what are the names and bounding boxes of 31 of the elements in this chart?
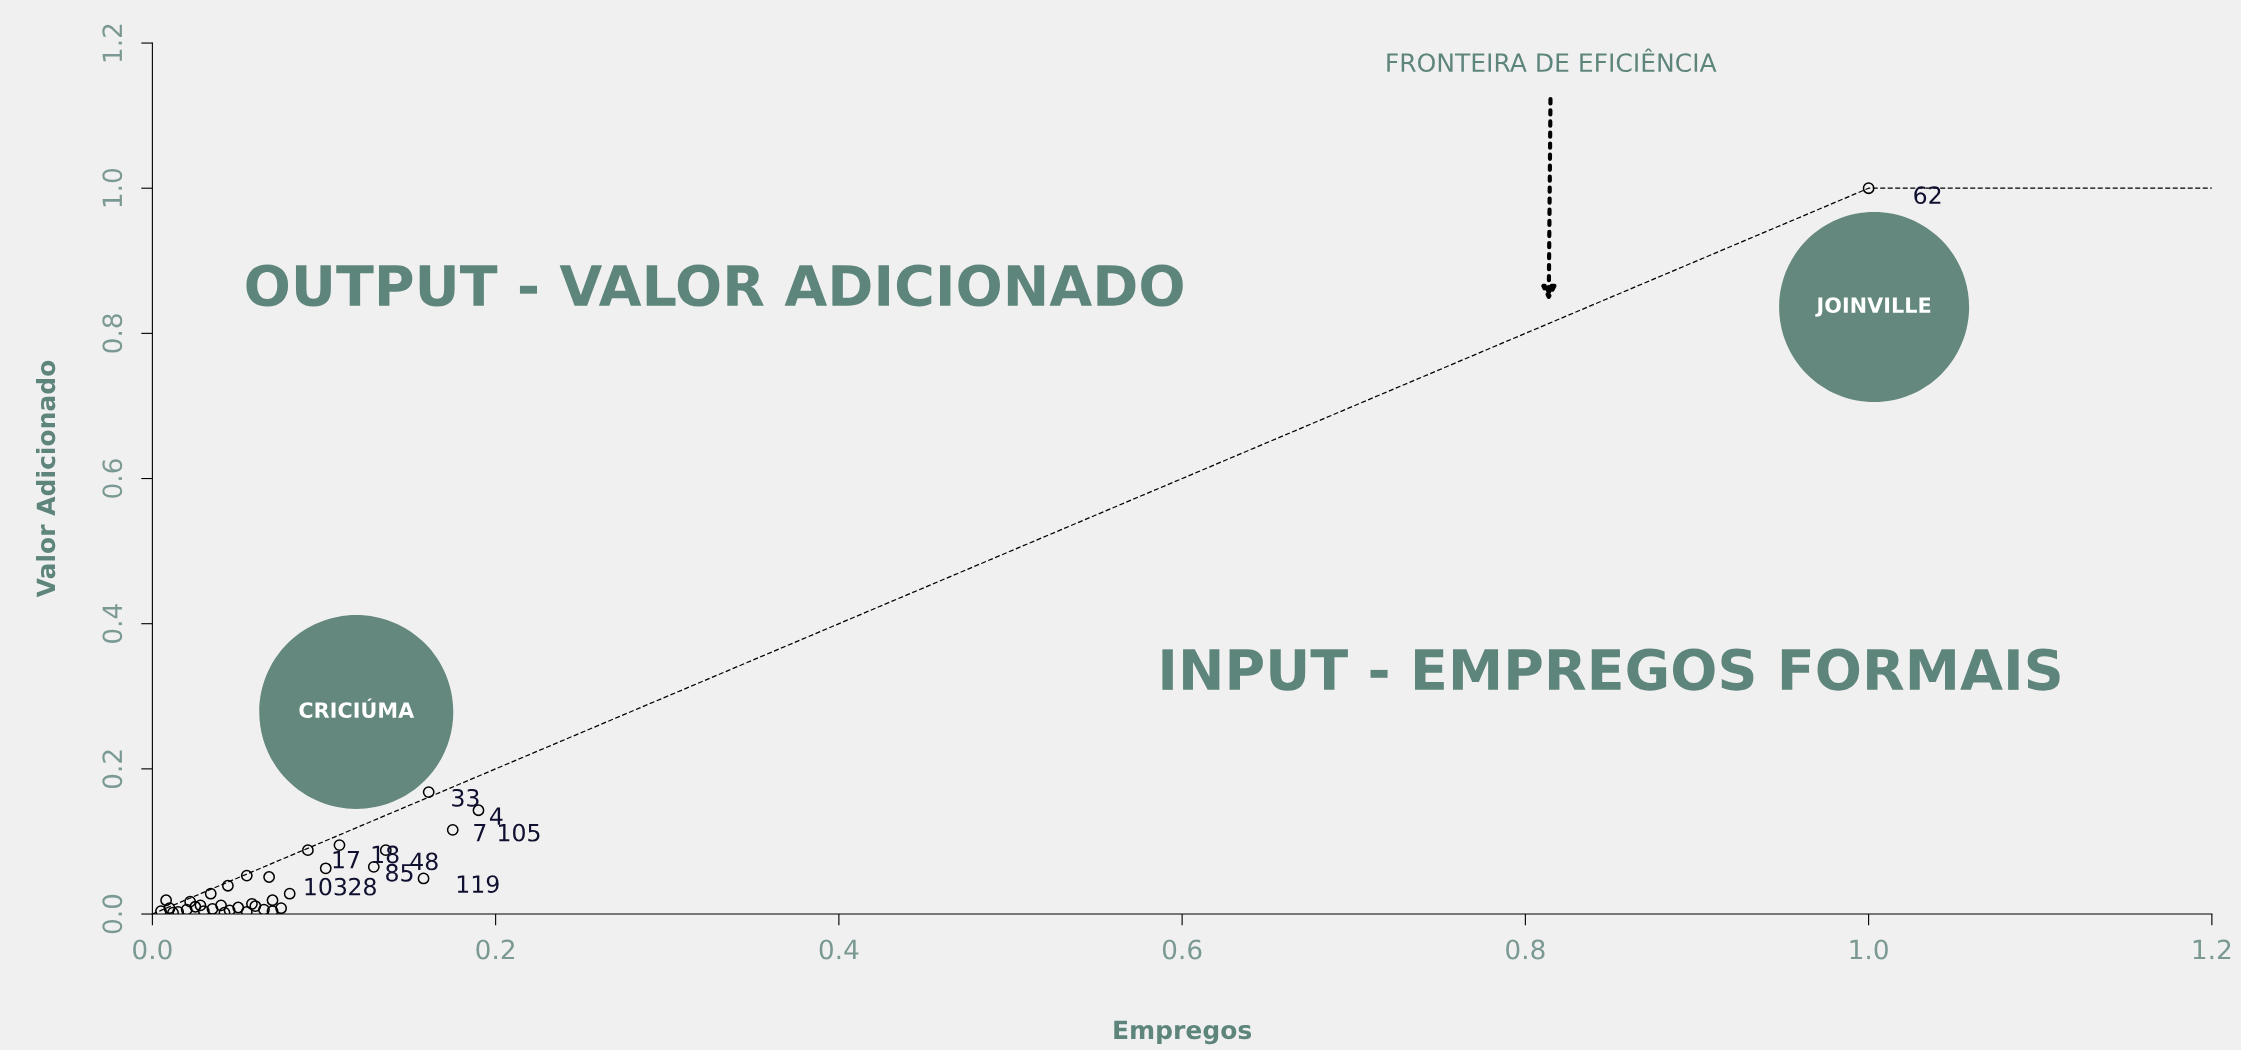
y-tick-label: 1.2 — [102, 24, 122, 62]
x-tick-label: 0.6 — [1162, 939, 1202, 960]
annotation: 17 — [333, 851, 359, 869]
annotation: 103 — [305, 877, 347, 896]
y-axis-title: Valor Adicionado — [35, 360, 56, 598]
x-axis-title: Empregos — [1114, 1020, 1252, 1045]
annotation: 18 — [372, 845, 399, 864]
annotation: 33 — [452, 788, 479, 807]
y-tick-label: 0.0 — [102, 894, 123, 934]
y-tick-label: 0.4 — [102, 604, 123, 643]
annotation: 4 — [489, 807, 503, 825]
x-tick-label: 0.0 — [133, 939, 172, 960]
x-tick-label: 1.2 — [2193, 939, 2231, 960]
annotation: 7 — [474, 824, 486, 842]
y-tick-label: 0.6 — [102, 459, 123, 498]
y-tick-label: 0.8 — [102, 314, 123, 353]
x-tick-label: 0.8 — [1506, 939, 1545, 960]
annotation: OUTPUT - VALOR ADICIONADO — [246, 264, 1183, 307]
annotation: INPUT - EMPREGOS FORMAIS — [1162, 648, 2060, 691]
y-tick-label: 0.2 — [102, 750, 123, 789]
annotation: CRICIÚMA — [299, 698, 415, 718]
x-tick-label: 0.4 — [819, 939, 859, 960]
y-tick-label: 1.0 — [102, 168, 123, 207]
annotation: 28 — [349, 877, 376, 896]
annotation: FRONTEIRA DE EFICIÊNCIA — [1387, 48, 1717, 73]
annotation: JOINVILLE — [1815, 297, 1931, 317]
annotation: 62 — [1914, 186, 1941, 205]
annotation: 119 — [457, 875, 499, 893]
annotation: 105 — [499, 823, 540, 842]
x-tick-label: 0.2 — [476, 939, 514, 960]
x-tick-label: 1.0 — [1850, 939, 1888, 960]
